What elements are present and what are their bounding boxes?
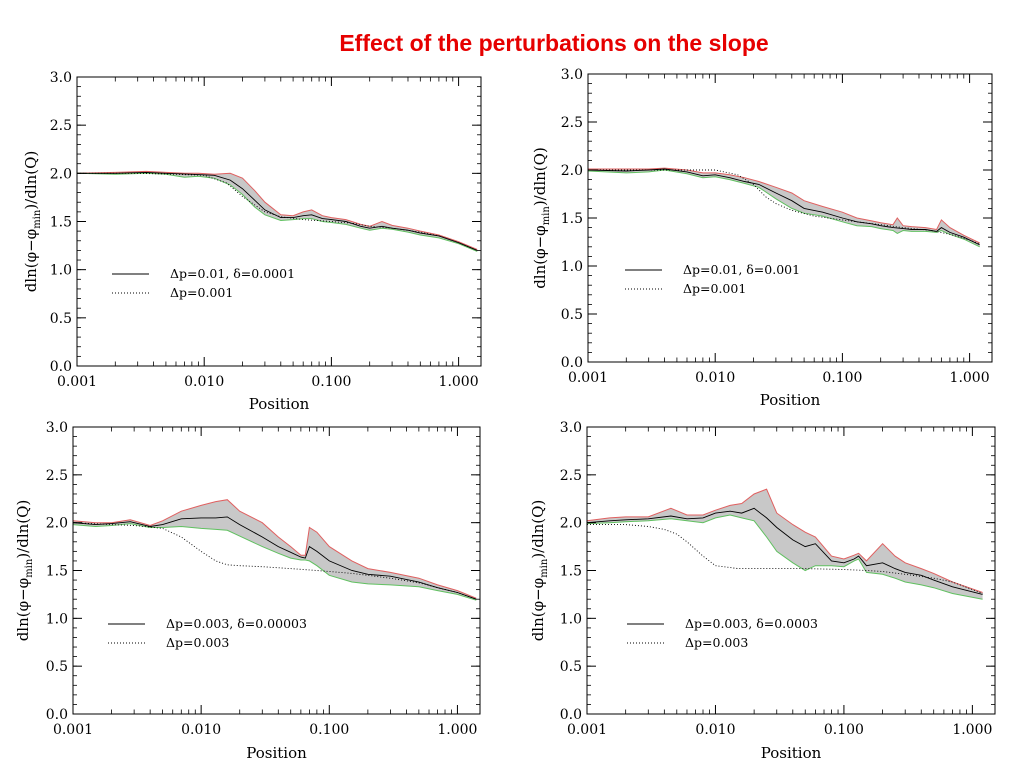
y-tick-label: 2.0	[50, 166, 72, 182]
y-tick-label: 3.0	[46, 420, 68, 436]
x-axis-label: Position	[246, 744, 307, 762]
band-lower-edge	[72, 523, 477, 601]
x-tick-label: 0.001	[53, 722, 93, 738]
legend-label: Δp=0.003	[166, 635, 229, 650]
series-solid-line	[77, 171, 478, 251]
page-title: Effect of the perturbations on the slope	[339, 30, 769, 56]
band-lower-edge	[76, 172, 478, 252]
x-tick-label: 0.100	[309, 722, 349, 738]
x-tick-label: 1.000	[952, 722, 992, 738]
series-solid-line	[586, 507, 983, 595]
x-tick-label: 0.100	[822, 370, 862, 386]
legend-label: Δp=0.01, δ=0.001	[683, 262, 800, 277]
y-axis-label: dln(φ−φmin)/dln(Q)	[22, 151, 43, 293]
y-tick-label: 1.5	[560, 564, 582, 580]
band-upper-edge	[72, 499, 477, 599]
y-tick-label: 1.0	[560, 611, 582, 627]
x-tick-label: 0.010	[181, 722, 221, 738]
y-tick-label: 0.0	[46, 707, 68, 723]
series-dotted-line	[588, 169, 980, 245]
y-tick-label: 1.0	[46, 611, 68, 627]
y-tick-label: 0.0	[50, 359, 72, 375]
y-tick-label: 0.5	[46, 659, 68, 675]
y-tick-label: 2.0	[46, 516, 68, 532]
series-dotted-line	[77, 172, 478, 251]
x-tick-label: 0.001	[567, 722, 607, 738]
x-axis-label: Position	[760, 391, 821, 409]
x-tick-label: 1.000	[439, 374, 479, 390]
y-axis-label: dln(φ−φmin)/dln(Q)	[14, 500, 35, 642]
legend-label: Δp=0.01, δ=0.0001	[170, 266, 295, 281]
y-tick-label: 3.0	[560, 420, 582, 436]
y-axis-label: dln(φ−φmin)/dln(Q)	[529, 500, 550, 642]
plot-frame	[586, 426, 996, 715]
legend-label: Δp=0.001	[683, 281, 746, 296]
x-tick-label: 0.010	[184, 374, 224, 390]
y-tick-label: 0.0	[561, 355, 583, 371]
y-axis-label: dln(φ−φmin)/dln(Q)	[531, 147, 552, 289]
y-tick-label: 3.0	[50, 70, 72, 86]
y-tick-label: 1.5	[46, 564, 68, 580]
y-tick-label: 1.5	[50, 215, 72, 231]
y-tick-label: 2.5	[46, 468, 68, 484]
series-dotted-line	[72, 522, 477, 600]
y-tick-label: 1.0	[561, 259, 583, 275]
x-tick-label: 0.010	[695, 370, 735, 386]
x-tick-label: 0.010	[695, 722, 735, 738]
band-upper-edge	[76, 170, 478, 250]
y-tick-label: 2.5	[560, 468, 582, 484]
y-tick-label: 1.0	[50, 263, 72, 279]
legend-label: Δp=0.003, δ=0.0003	[685, 616, 818, 631]
legend-label: Δp=0.003	[685, 635, 748, 650]
uncertainty-band	[587, 489, 983, 600]
x-tick-label: 0.001	[57, 374, 97, 390]
band-lower-edge	[586, 514, 983, 600]
x-tick-label: 0.100	[824, 722, 864, 738]
y-tick-label: 2.0	[561, 163, 583, 179]
y-tick-label: 2.5	[50, 118, 72, 134]
band-lower-edge	[587, 169, 980, 248]
x-tick-label: 0.100	[311, 374, 351, 390]
y-tick-label: 3.0	[561, 67, 583, 83]
y-tick-label: 1.5	[561, 211, 583, 227]
y-tick-label: 0.5	[50, 311, 72, 327]
y-tick-label: 2.5	[561, 115, 583, 131]
uncertainty-band	[588, 168, 980, 247]
y-tick-label: 0.0	[560, 707, 582, 723]
x-tick-label: 1.000	[437, 722, 477, 738]
legend-label: Δp=0.001	[170, 285, 233, 300]
x-axis-label: Position	[761, 744, 822, 762]
x-tick-label: 0.001	[568, 370, 608, 386]
x-axis-label: Position	[249, 395, 310, 413]
legend-label: Δp=0.003, δ=0.00003	[166, 616, 307, 631]
y-tick-label: 2.0	[560, 516, 582, 532]
y-tick-label: 0.5	[561, 307, 583, 323]
x-tick-label: 1.000	[950, 370, 990, 386]
series-solid-line	[72, 516, 477, 600]
band-upper-edge	[588, 167, 980, 244]
series-solid-line	[587, 168, 980, 246]
band-upper-edge	[586, 488, 983, 593]
y-tick-label: 0.5	[560, 659, 582, 675]
